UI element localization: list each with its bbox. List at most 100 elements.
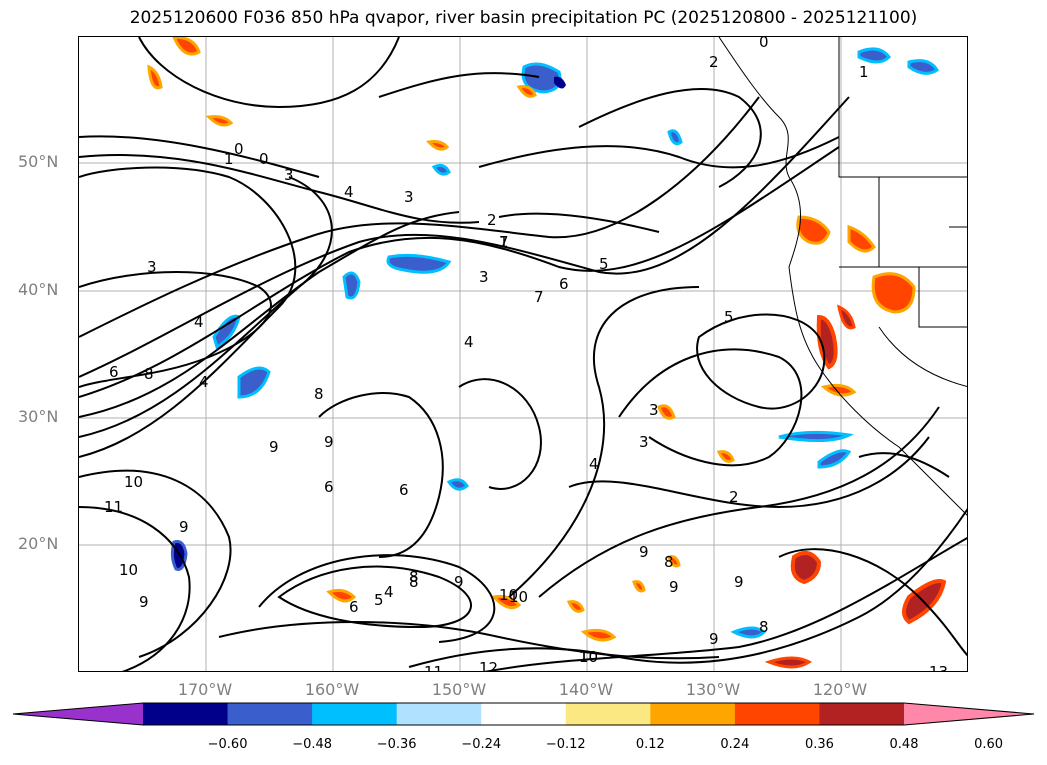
neg-blob [730,626,767,639]
colorbar-tick-label: 0.24 [720,737,750,752]
colorbar-segment [481,703,567,725]
contour-label: 9 [139,593,149,611]
colorbar-tick-label: 0.48 [889,737,919,752]
contour-label: 4 [589,455,599,473]
contour-label: 9 [709,630,719,648]
contour-label: 7 [534,288,544,306]
contour-label: 9 [639,543,649,561]
pos-blob [796,215,831,245]
lon-label-140w: 140°W [558,680,614,699]
pos-blob [820,383,857,397]
pos-blob [580,628,617,642]
contour-label: 8 [409,573,419,591]
contour-label: 13 [929,663,948,672]
contour-label: 2 [709,53,719,71]
contour-label: 3 [147,258,157,276]
graticule [79,37,967,671]
contour-label: 10 [124,473,143,491]
pos-blob [667,555,681,568]
pos-blob [847,224,876,253]
neg-blob [667,129,683,146]
contour-label: 8 [664,553,674,571]
pos-blob [491,594,522,610]
pos-blob [205,115,234,127]
qvapor-contours [79,37,967,671]
contour-label: 4 [384,583,394,601]
lat-label-50n: 50°N [18,152,59,171]
contour-label: 8 [409,568,419,586]
contour-label: 1 [499,233,509,251]
pos-blob [816,314,838,370]
contour-label: 3 [639,433,649,451]
contour-label: 3 [479,268,489,286]
map-panel: 0 1 0 3 4 3 2 1 3 3 5 6 7 4 4 6 8 5 4 8 9 3 9 6 6 4 2 11 10 9 8 10 9 10 6 5… [78,36,968,672]
contour-label: 10 [119,561,138,579]
pos-blob [172,37,201,56]
pos-blob [657,404,676,420]
colorbar-tick-label: −0.48 [292,737,333,752]
contour-label: 0 [759,37,769,51]
colorbar-tick-label: 0.36 [804,737,834,752]
neg-blob [446,478,469,491]
contour-label: 1 [224,150,234,168]
contour-label: 8 [314,385,324,403]
lon-label-170w: 170°W [177,680,233,699]
pos-blob [147,64,163,90]
contour-label: 5 [724,308,734,326]
lon-label-150w: 150°W [431,680,487,699]
contour-label: 5 [374,591,384,609]
contour-label: 3 [284,166,294,184]
neg-blob [857,47,891,64]
colorbar-extend-low [13,703,143,725]
contour-label: 1 [859,63,869,81]
contour-label: 10 [509,588,528,606]
contour-label: 4 [464,333,474,351]
pos-blob [716,450,735,463]
pos-blob [426,140,450,151]
colorbar-segment [734,703,820,725]
contour-label: 6 [349,598,359,616]
contour-label: 9 [179,518,189,536]
pos-blob [836,304,856,330]
coastline [718,37,967,516]
pos-blob [790,551,822,585]
colorbar-segment [396,703,482,725]
contour-label: 8 [144,365,154,383]
colorbar-segment [143,703,229,725]
lat-label-20n: 20°N [18,534,59,553]
contour-label: 12 [479,659,498,672]
colorbar-tick-label: −0.36 [376,737,417,752]
colorbar [12,702,1035,726]
colorbar-tick-label: −0.12 [545,737,586,752]
contour-label: 6 [559,275,569,293]
contour-label: 4 [199,373,209,391]
lon-label-160w: 160°W [304,680,360,699]
neg-blob [817,449,852,469]
colorbar-tick-label: −0.24 [461,737,502,752]
contour-label: 10 [499,586,518,604]
contour-label: 4 [194,313,204,331]
contour-label: 10 [579,648,598,666]
pos-blob [566,600,585,613]
colorbar-segment [227,703,313,725]
neg-blob [554,76,566,89]
contour-label: 2 [487,211,497,229]
contour-label: 3 [649,401,659,419]
contour-label: 2 [729,488,739,506]
contour-label: 0 [234,140,244,158]
lat-label-30n: 30°N [18,407,59,426]
contour-label: 8 [759,618,769,636]
contour-label: 5 [599,255,609,273]
pos-blob [764,656,812,669]
neg-blob [431,163,451,176]
lat-label-40n: 40°N [18,280,59,299]
contour-label: 9 [324,433,334,451]
pos-blob [326,588,357,603]
neg-blob [237,366,271,399]
contour-label: 11 [104,498,123,516]
colorbar-segment [819,703,905,725]
neg-blob [342,271,361,300]
contour-label: 6 [109,363,119,381]
lon-label-130w: 130°W [685,680,741,699]
